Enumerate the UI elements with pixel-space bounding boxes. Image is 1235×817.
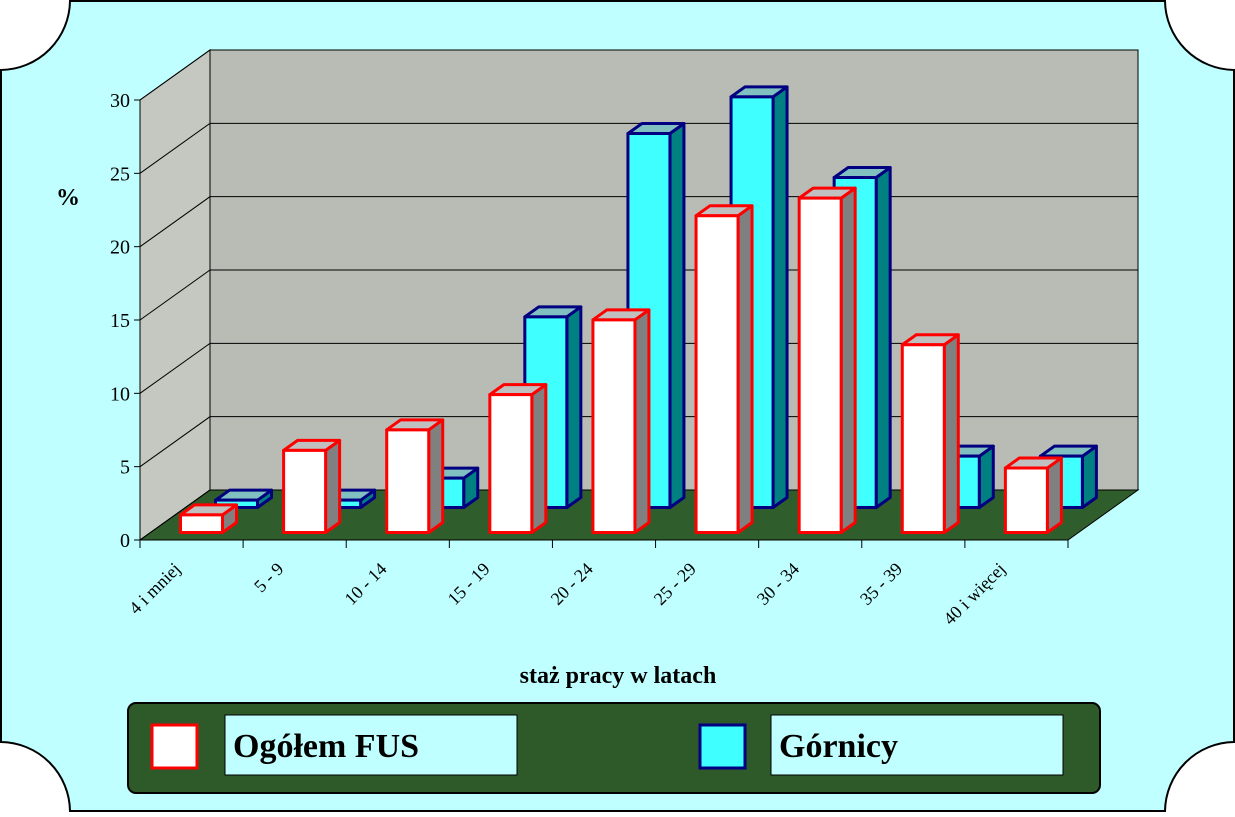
y-tick-label: 5 bbox=[120, 457, 130, 479]
bar-side bbox=[633, 308, 651, 534]
bar-side bbox=[839, 186, 857, 534]
legend-swatch bbox=[698, 723, 747, 770]
bar-side bbox=[874, 166, 892, 509]
bar-side bbox=[530, 383, 548, 534]
bar-side bbox=[1045, 456, 1063, 534]
bar-front bbox=[179, 513, 224, 534]
legend-label-box bbox=[224, 714, 518, 776]
legend-label: Ogółem FUS bbox=[233, 728, 419, 765]
y-tick-label: 0 bbox=[120, 530, 130, 552]
y-tick-label: 10 bbox=[110, 383, 130, 405]
bar-front bbox=[1003, 466, 1049, 534]
legend-swatch bbox=[150, 723, 199, 770]
grid-line bbox=[139, 49, 1138, 101]
bar-side bbox=[427, 418, 445, 534]
bar bbox=[214, 488, 273, 509]
y-axis-title: % bbox=[56, 185, 80, 211]
bar-front bbox=[488, 393, 534, 534]
bar-side bbox=[668, 122, 686, 509]
bar-front bbox=[385, 428, 431, 534]
y-tick-label: 20 bbox=[110, 237, 130, 259]
bar-side bbox=[565, 305, 583, 509]
bar bbox=[900, 333, 960, 534]
bar bbox=[591, 308, 651, 534]
bar bbox=[282, 438, 342, 534]
bar bbox=[797, 186, 857, 534]
bar-front bbox=[282, 448, 328, 534]
bar-side bbox=[736, 204, 754, 534]
bar bbox=[385, 418, 445, 534]
y-tick-label: 25 bbox=[110, 163, 130, 185]
bar-side bbox=[771, 85, 789, 509]
bar bbox=[179, 503, 238, 534]
legend-label: Górnicy bbox=[779, 728, 898, 765]
grid-line bbox=[139, 122, 1138, 174]
bar bbox=[694, 204, 754, 534]
bar bbox=[1003, 456, 1063, 534]
x-axis-title: staż pracy w latach bbox=[520, 663, 717, 689]
bar-front bbox=[591, 318, 637, 534]
bar-front bbox=[900, 343, 946, 534]
legend-label-box bbox=[770, 714, 1064, 776]
bar-side bbox=[942, 333, 960, 534]
legend-items: Ogółem FUS Górnicy bbox=[150, 714, 1064, 776]
bar-front bbox=[694, 214, 740, 534]
y-tick-label: 30 bbox=[110, 90, 130, 112]
y-tick-label: 15 bbox=[110, 310, 130, 332]
bar-front bbox=[797, 196, 843, 534]
bar bbox=[488, 383, 548, 534]
bar-side bbox=[324, 438, 342, 534]
